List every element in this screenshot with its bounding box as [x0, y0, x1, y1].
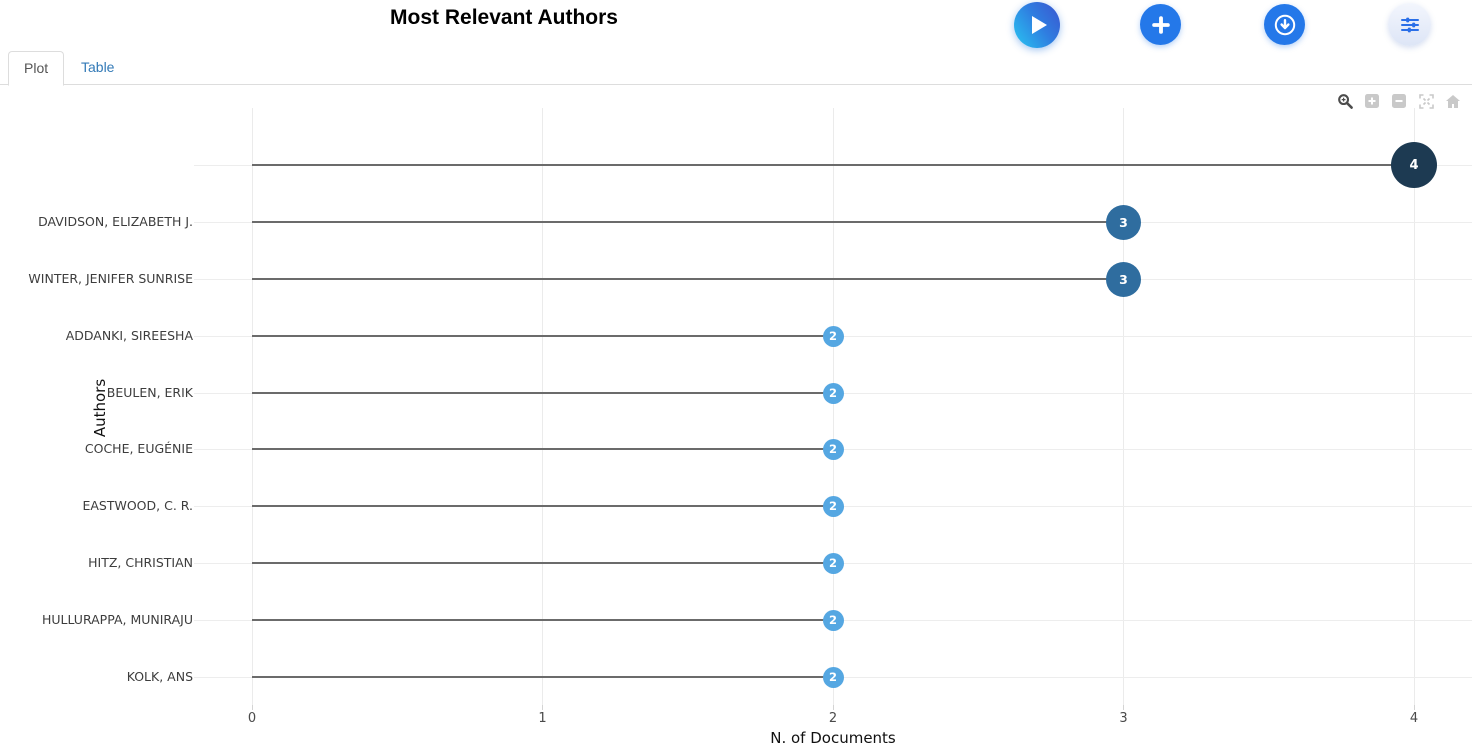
- play-icon: [1032, 16, 1047, 34]
- x-tick-mark: [542, 705, 543, 710]
- lollipop-stem: [252, 278, 1124, 280]
- x-gridline: [832, 108, 834, 705]
- y-tick-label: WINTER, JENIFER SUNRISE: [28, 271, 193, 286]
- x-tick-label: 4: [1409, 711, 1419, 726]
- autoscale-icon[interactable]: [1417, 92, 1435, 110]
- x-gridline: [1123, 108, 1124, 705]
- add-button[interactable]: [1140, 4, 1181, 45]
- lollipop-stem: [252, 164, 1414, 166]
- lollipop-stem: [252, 392, 833, 394]
- data-point[interactable]: 2: [822, 666, 844, 688]
- x-gridline: [542, 108, 543, 705]
- lollipop-stem: [252, 505, 833, 507]
- y-tick-label: BEULEN, ERIK: [106, 385, 193, 400]
- x-gridline: [251, 108, 253, 705]
- y-tick-label: EASTWOOD, C. R.: [82, 498, 193, 513]
- lollipop-stem: [252, 676, 833, 678]
- lollipop-stem: [252, 448, 833, 450]
- tab-plot[interactable]: Plot: [8, 51, 65, 86]
- x-tick-mark: [251, 705, 253, 710]
- y-tick-label: [0, 156, 193, 174]
- data-point[interactable]: 2: [822, 438, 844, 460]
- lollipop-stem: [252, 221, 1124, 223]
- y-tick-label: HULLURAPPA, MUNIRAJU: [41, 612, 193, 627]
- page-title: Most Relevant Authors: [390, 6, 618, 29]
- data-point[interactable]: 2: [822, 495, 844, 517]
- data-point[interactable]: 2: [822, 552, 844, 574]
- reset-home-icon[interactable]: [1444, 92, 1462, 110]
- zoom-out-icon[interactable]: [1390, 92, 1408, 110]
- zoom-in-icon[interactable]: [1363, 92, 1381, 110]
- plus-icon: [1150, 14, 1172, 36]
- x-gridline: [1413, 108, 1415, 705]
- y-tick-label: DAVIDSON, ELIZABETH J.: [38, 214, 193, 229]
- data-point[interactable]: 3: [1106, 261, 1141, 297]
- data-point[interactable]: 3: [1106, 204, 1141, 240]
- x-tick-mark: [832, 705, 834, 710]
- y-tick-label: COCHE, EUGÉNIE: [84, 441, 193, 456]
- data-point[interactable]: 2: [822, 325, 844, 347]
- plotly-modebar: [1336, 92, 1462, 110]
- y-tick-label: ADDANKI, SIREESHA: [65, 328, 193, 343]
- x-tick-label: 2: [828, 711, 838, 726]
- data-point[interactable]: 2: [822, 609, 844, 631]
- x-tick-label: 1: [538, 711, 547, 726]
- x-tick-mark: [1123, 705, 1124, 710]
- lollipop-stem: [252, 335, 833, 337]
- lollipop-stem: [252, 619, 833, 621]
- zoom-icon[interactable]: [1336, 92, 1354, 110]
- tab-bar: Plot Table: [0, 51, 1472, 86]
- y-tick-label: HITZ, CHRISTIAN: [88, 555, 193, 570]
- download-icon: [1273, 13, 1297, 37]
- run-analysis-button[interactable]: [1014, 2, 1060, 48]
- header: Most Relevant Authors: [0, 0, 1472, 51]
- tab-table[interactable]: Table: [81, 59, 115, 75]
- data-point[interactable]: 4: [1391, 142, 1437, 188]
- x-tick-label: 0: [247, 711, 257, 726]
- data-point[interactable]: 2: [822, 382, 844, 404]
- download-button[interactable]: [1264, 4, 1305, 45]
- lollipop-stem: [252, 562, 833, 564]
- x-axis-title: N. of Documents: [770, 729, 896, 747]
- x-tick-mark: [1413, 705, 1415, 710]
- sliders-icon: [1398, 13, 1422, 37]
- x-tick-label: 3: [1119, 711, 1128, 726]
- filters-button[interactable]: [1388, 3, 1431, 46]
- y-tick-label: KOLK, ANS: [126, 669, 193, 684]
